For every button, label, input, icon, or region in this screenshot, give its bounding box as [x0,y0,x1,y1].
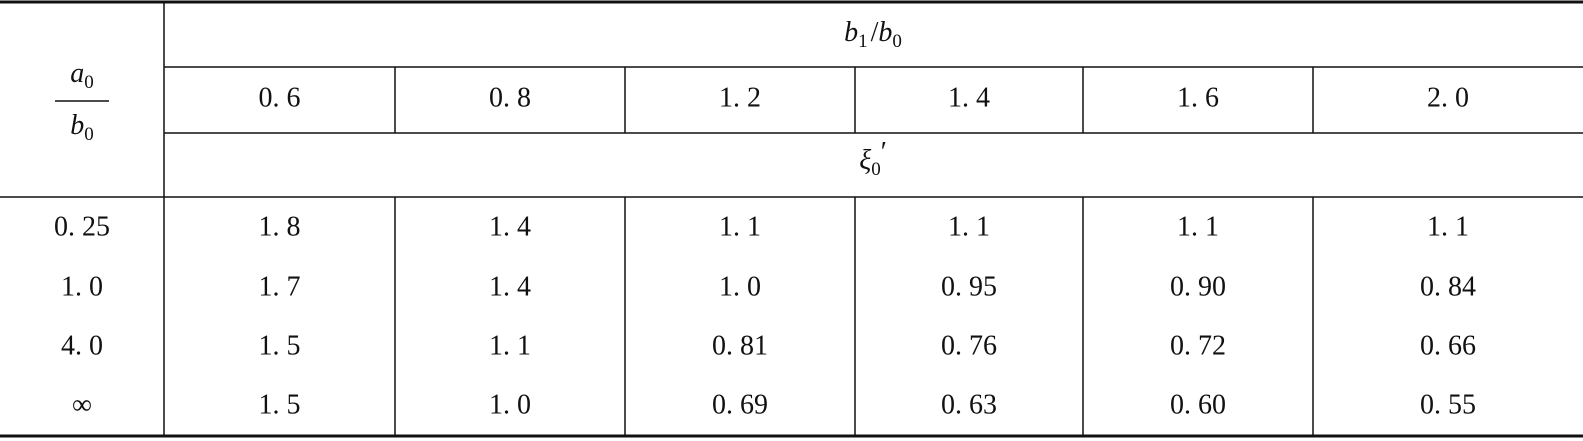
column-group-title: b1/b0 [844,17,902,52]
column-header: 1. 4 [948,82,990,113]
cell: 1. 4 [489,211,531,242]
row-label: 0. 25 [54,211,110,242]
symbol: b [70,110,84,141]
cell: 1. 5 [259,330,301,361]
cell: 1. 0 [489,389,531,420]
symbol: a [70,58,84,89]
cell: 0. 81 [712,330,768,361]
corner-numerator: a0 [70,58,94,93]
subscript: 0 [84,124,94,145]
column-header: 1. 6 [1177,82,1219,113]
row-label: 4. 0 [61,330,103,361]
cell: 0. 95 [941,271,997,302]
column-header: 0. 6 [259,82,301,113]
cell: 1. 7 [259,271,301,302]
cell: 0. 55 [1420,389,1476,420]
cell: 1. 1 [719,211,761,242]
cell: 0. 76 [941,330,997,361]
row-label: ∞ [72,389,92,420]
cell: 0. 72 [1170,330,1226,361]
subscript: 0 [871,159,881,180]
column-header: 0. 8 [489,82,531,113]
cell: 0. 69 [712,389,768,420]
subscript: 0 [84,72,94,93]
prime: ′ [881,137,887,168]
subscript: 1 [858,31,868,52]
column-header: 2. 0 [1427,82,1469,113]
cell: 0. 66 [1420,330,1476,361]
cell: 1. 1 [489,330,531,361]
slash: / [871,17,879,48]
cell: 1. 5 [259,389,301,420]
column-header: 1. 2 [719,82,761,113]
cell: 0. 63 [941,389,997,420]
cell: 1. 0 [719,271,761,302]
cell: 1. 4 [489,271,531,302]
cell: 1. 1 [1177,211,1219,242]
symbol: ξ [859,145,871,176]
corner-denominator: b0 [70,110,94,145]
subscript: 0 [892,31,902,52]
cell: 1. 8 [259,211,301,242]
cell: 0. 90 [1170,271,1226,302]
cell: 1. 1 [1427,211,1469,242]
symbol: b [878,17,892,48]
symbol: b [844,17,858,48]
cell: 1. 1 [948,211,990,242]
value-label: ξ0′ [859,137,887,180]
cell: 0. 84 [1420,271,1476,302]
cell: 0. 60 [1170,389,1226,420]
row-label: 1. 0 [61,271,103,302]
